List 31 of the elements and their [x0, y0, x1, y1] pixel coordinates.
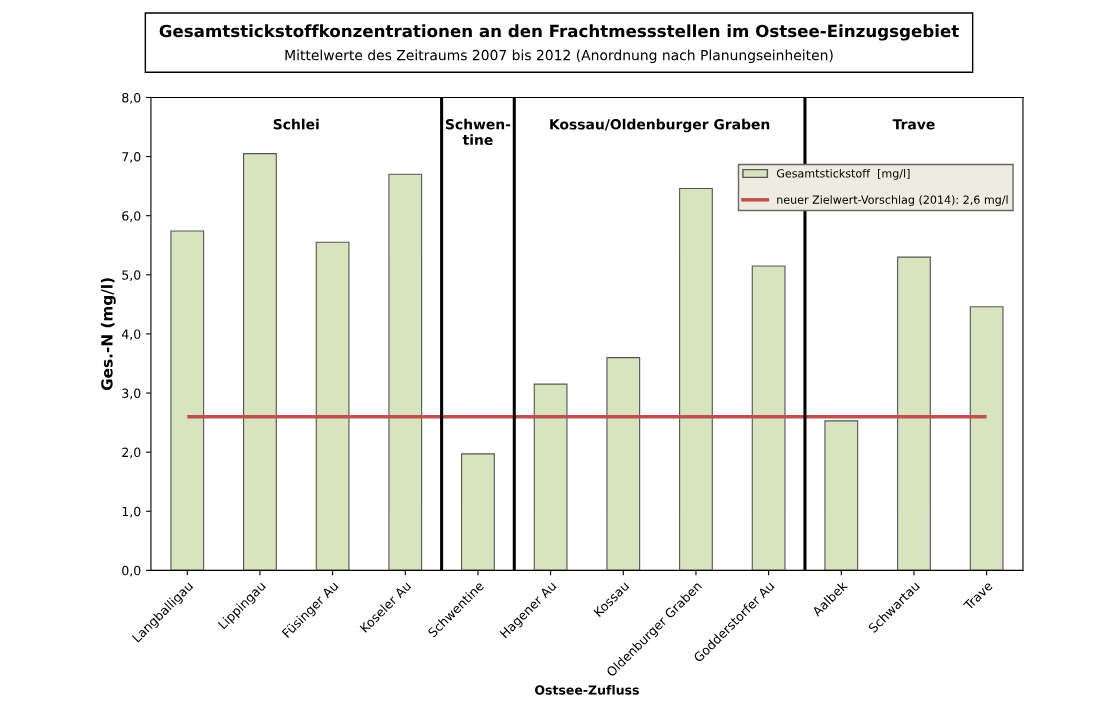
bar [897, 256, 931, 571]
y-tick-label: 2,0 [122, 447, 141, 459]
y-tick-label: 4,0 [121, 329, 141, 341]
y-tick-label: 3,0 [122, 388, 141, 400]
annotation: Trave [892, 119, 935, 130]
bar [388, 173, 423, 571]
bar [243, 153, 277, 571]
y-tick-label: 1,0 [122, 506, 141, 518]
y-tick-label: 8,0 [122, 92, 141, 104]
bar [824, 420, 859, 571]
bar [315, 241, 350, 571]
legend-label: Gesamtstickstoff [mg/l] [776, 168, 910, 180]
legend-label: neuer Zielwert-Vorschlag (2014): 2,6 mg/l [777, 195, 1008, 207]
y-tick-label: 6,0 [122, 211, 141, 222]
bar [969, 306, 1004, 571]
annotation: Schwen- tine [445, 118, 511, 146]
annotation: Kossau/Oldenburger Graben [550, 118, 770, 133]
annotation: Schlei [273, 118, 319, 130]
bar [679, 187, 713, 571]
y-tick-label: 5,0 [122, 270, 141, 282]
bar [606, 357, 641, 571]
bar [533, 383, 568, 571]
bar [170, 230, 205, 571]
bar [461, 453, 495, 571]
bar [751, 265, 786, 571]
y-tick-label: 0,0 [122, 565, 141, 577]
chart-subtitle: Mittelwerte des Zeitraums 2007 bis 2012 (Anordnung nach Planungseinheiten) [285, 49, 833, 64]
y-axis-title: Ges.-N (mg/l) [100, 278, 116, 391]
chart-title: Gesamtstickstoffkonzentrationen an den Frachtmessstellen im Ostsee-Einzugsgebiet [159, 24, 959, 41]
x-axis-title: Ostsee-Zufluss [535, 685, 639, 695]
y-tick-label: 7,0 [122, 152, 141, 163]
